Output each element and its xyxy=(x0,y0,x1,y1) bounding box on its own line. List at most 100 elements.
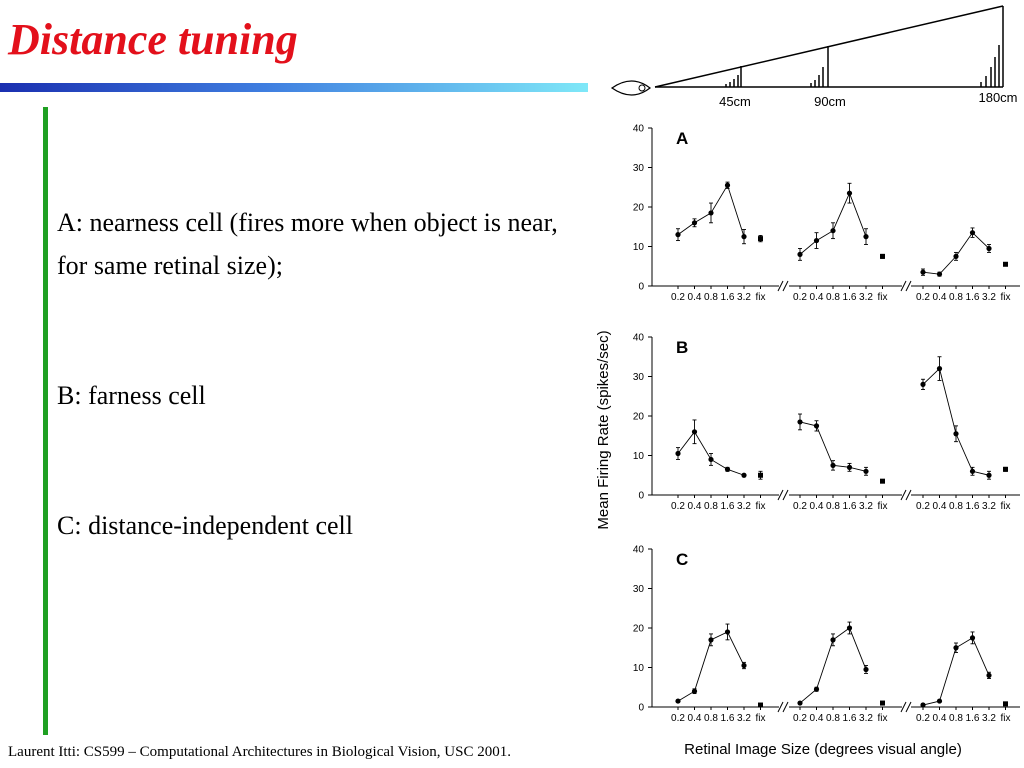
y-tick-label: 20 xyxy=(633,203,645,214)
point: C: distance-independent cell xyxy=(57,511,354,540)
data-point xyxy=(741,472,747,478)
panel-label: B xyxy=(676,338,688,357)
x-tick-label: fix xyxy=(1001,292,1011,303)
distance-label: 180cm xyxy=(978,90,1017,105)
x-tick-label: 3.2 xyxy=(737,713,751,724)
distance-label: 90cm xyxy=(814,94,846,109)
fixation-point xyxy=(880,253,885,259)
data-point xyxy=(936,698,943,704)
x-tick-label: 1.6 xyxy=(966,713,980,724)
x-tick-label: 0.8 xyxy=(949,292,963,303)
data-point xyxy=(813,423,820,429)
y-tick-label: 30 xyxy=(633,372,645,383)
x-tick-label: 1.6 xyxy=(966,501,980,512)
data-point xyxy=(813,686,820,692)
axis-break xyxy=(782,701,789,713)
data-point xyxy=(863,468,869,474)
x-tick-label: 0.8 xyxy=(826,292,840,303)
data-point xyxy=(724,182,731,188)
data-point xyxy=(691,429,698,435)
x-tick-label: 3.2 xyxy=(859,292,873,303)
fixation-point xyxy=(758,702,763,708)
x-tick-label: fix xyxy=(878,501,888,512)
data-point xyxy=(708,456,714,463)
data-point xyxy=(675,450,681,457)
footer: Laurent Itti: CS599 – Computational Arch… xyxy=(8,744,511,760)
x-tick-label: 0.8 xyxy=(704,501,718,512)
x-tick-label: fix xyxy=(756,292,766,303)
x-tick-label: 0.2 xyxy=(793,501,807,512)
point: A: nearness cell (fires more when object… xyxy=(57,208,558,280)
x-tick-label: 0.2 xyxy=(916,292,930,303)
x-tick-label: 3.2 xyxy=(859,713,873,724)
x-tick-label: 3.2 xyxy=(982,292,996,303)
x-tick-label: 0.2 xyxy=(671,501,685,512)
x-tick-label: 0.4 xyxy=(933,501,947,512)
data-point xyxy=(846,625,853,631)
x-tick-label: fix xyxy=(756,713,766,724)
x-tick-label: 0.8 xyxy=(826,501,840,512)
data-point xyxy=(691,220,698,226)
data-point xyxy=(863,234,869,240)
data-point xyxy=(920,269,926,275)
axis-break xyxy=(900,489,907,501)
data-point xyxy=(675,698,681,704)
data-point xyxy=(969,635,976,641)
y-tick-label: 0 xyxy=(638,491,644,502)
y-tick-label: 10 xyxy=(633,663,645,674)
x-tick-label: fix xyxy=(756,501,766,512)
y-tick-label: 40 xyxy=(633,333,645,344)
x-tick-label: 0.8 xyxy=(704,292,718,303)
x-tick-label: 0.2 xyxy=(671,713,685,724)
axis-break xyxy=(905,489,912,501)
x-tick-label: 1.6 xyxy=(721,292,735,303)
axis-break xyxy=(905,701,912,713)
x-tick-label: 0.4 xyxy=(810,713,824,724)
data-point xyxy=(741,662,747,669)
x-tick-label: 0.4 xyxy=(688,292,702,303)
x-tick-label: 1.6 xyxy=(721,501,735,512)
x-tick-label: 0.8 xyxy=(704,713,718,724)
data-point xyxy=(920,702,926,708)
data-point xyxy=(920,381,926,387)
fixation-point xyxy=(1003,261,1008,267)
data-point xyxy=(830,462,836,468)
x-tick-label: 0.2 xyxy=(793,713,807,724)
fixation-point xyxy=(758,472,763,478)
fixation-point xyxy=(758,236,763,242)
x-tick-label: 3.2 xyxy=(982,713,996,724)
data-point xyxy=(936,271,943,277)
distance-label: 45cm xyxy=(719,94,751,109)
y-tick-label: 0 xyxy=(638,703,644,714)
x-tick-label: fix xyxy=(1001,501,1011,512)
x-tick-label: 0.8 xyxy=(949,501,963,512)
x-tick-label: 0.2 xyxy=(671,292,685,303)
fixation-point xyxy=(1003,466,1008,472)
data-point xyxy=(724,466,731,472)
data-point xyxy=(986,245,992,252)
x-tick-label: 1.6 xyxy=(721,713,735,724)
x-tick-label: 0.2 xyxy=(793,292,807,303)
fixation-point xyxy=(880,478,885,484)
axis-break xyxy=(777,701,784,713)
x-tick-label: 0.4 xyxy=(688,713,702,724)
data-point xyxy=(986,672,992,679)
x-tick-label: 0.2 xyxy=(916,713,930,724)
y-tick-label: 40 xyxy=(633,545,645,556)
y-tick-label: 30 xyxy=(633,584,645,595)
data-point xyxy=(953,645,959,651)
y-tick-label: 20 xyxy=(633,624,645,635)
x-tick-label: 1.6 xyxy=(843,713,857,724)
panel-label: C xyxy=(676,550,688,569)
x-tick-label: 3.2 xyxy=(859,501,873,512)
fixation-point xyxy=(1003,701,1008,707)
x-tick-label: 0.2 xyxy=(916,501,930,512)
x-tick-label: fix xyxy=(878,713,888,724)
data-point xyxy=(691,688,698,694)
data-point xyxy=(969,468,976,474)
data-point xyxy=(830,228,836,234)
y-tick-label: 40 xyxy=(633,124,645,135)
x-tick-label: 0.4 xyxy=(688,501,702,512)
